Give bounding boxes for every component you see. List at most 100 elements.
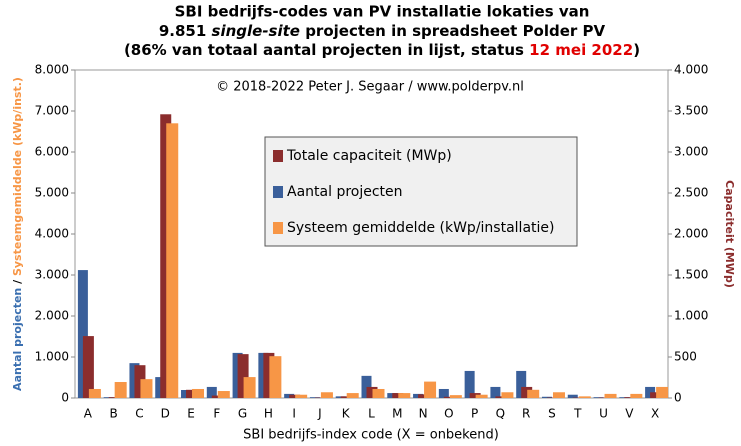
y-axis-label: Aantal projecten / Systeemgemiddelde (kW… <box>11 77 24 391</box>
y2-tick-label: 4.000 <box>674 63 708 77</box>
y-label-part: Systeemgemiddelde (kWp/inst.) <box>11 77 24 276</box>
chart-title: 9.851 single-site projecten in spreadshe… <box>159 22 606 40</box>
y-tick-label: 6.000 <box>35 145 69 159</box>
legend-swatch <box>273 186 283 198</box>
y2-tick-label: 1.000 <box>674 309 708 323</box>
title-part: ) <box>633 41 640 59</box>
x-tick-label: Q <box>496 407 505 421</box>
bar <box>217 391 230 398</box>
x-tick-label: B <box>110 407 118 421</box>
bar <box>438 388 449 398</box>
bar <box>372 388 385 398</box>
y-tick-label: 3.000 <box>35 268 69 282</box>
bar <box>237 354 249 398</box>
bar <box>464 370 475 398</box>
bar <box>243 377 256 398</box>
x-tick-label: C <box>135 407 143 421</box>
bar <box>140 379 153 398</box>
x-tick-label: A <box>84 407 93 421</box>
bar <box>340 396 352 398</box>
x-tick-label: L <box>368 407 375 421</box>
bar <box>650 392 662 398</box>
bar <box>541 396 552 398</box>
x-tick-label: U <box>599 407 608 421</box>
bar <box>567 394 578 398</box>
bar <box>320 392 333 398</box>
bar <box>501 392 514 398</box>
bar <box>211 395 223 398</box>
bars <box>77 114 669 399</box>
x-tick-label: K <box>342 407 351 421</box>
y2-tick-label: 3.500 <box>674 104 708 118</box>
title-part: single-site <box>212 22 300 40</box>
bar <box>160 114 172 398</box>
bar <box>443 396 455 398</box>
chart-title: (86% van totaal aantal projecten in lijs… <box>124 41 640 59</box>
x-tick-label: F <box>213 407 220 421</box>
x-tick-label: J <box>317 407 322 421</box>
legend-label: Totale capaciteit (MWp) <box>286 148 452 164</box>
bar <box>82 336 94 398</box>
bar <box>624 397 636 398</box>
x-tick-label: T <box>573 407 582 421</box>
bar <box>263 352 275 398</box>
bar <box>289 394 301 398</box>
y2-tick-label: 1.500 <box>674 268 708 282</box>
bar <box>475 394 488 398</box>
bar <box>88 388 101 398</box>
x-tick-label: H <box>264 407 273 421</box>
legend-label: Systeem gemiddelde (kWp/installatie) <box>287 220 554 236</box>
bar <box>166 123 179 399</box>
bar <box>269 356 282 398</box>
bar <box>495 396 507 398</box>
bar <box>192 388 205 398</box>
bar <box>469 393 481 398</box>
bar <box>424 381 437 398</box>
bar <box>516 370 527 398</box>
bar <box>134 365 146 398</box>
x-tick-label: N <box>419 407 428 421</box>
x-tick-label: O <box>444 407 453 421</box>
title-part: 9.851 <box>159 22 212 40</box>
bar <box>346 393 359 398</box>
bar <box>552 392 565 398</box>
bar <box>604 393 617 398</box>
x-axis-label: SBI bedrijfs-index code (X = onbekend) <box>243 428 499 443</box>
legend-swatch <box>273 222 283 234</box>
y-tick-label: 7.000 <box>35 104 69 118</box>
legend-label: Aantal projecten <box>287 184 403 200</box>
y-tick-label: 0 <box>61 391 69 405</box>
y2-tick-label: 0 <box>674 391 682 405</box>
x-tick-label: X <box>651 407 659 421</box>
y-label-part: / <box>11 276 24 288</box>
y2-tick-label: 500 <box>674 350 697 364</box>
bar <box>392 393 404 398</box>
legend-box <box>264 136 578 247</box>
title-part: projecten in spreadsheet Polder PV <box>300 22 606 40</box>
bar <box>206 386 217 398</box>
y-tick-label: 4.000 <box>35 227 69 241</box>
bar <box>295 394 308 398</box>
bar <box>449 395 462 398</box>
bar <box>418 394 430 398</box>
bar <box>108 397 120 398</box>
x-tick-label: G <box>238 407 247 421</box>
bar <box>630 393 643 398</box>
x-tick-label: M <box>392 407 402 421</box>
x-tick-label: E <box>187 407 195 421</box>
legend-swatch <box>273 150 283 162</box>
y-tick-label: 1.000 <box>35 350 69 364</box>
title-date: 12 mei 2022 <box>529 41 633 59</box>
bar <box>656 386 669 398</box>
bar <box>527 389 540 398</box>
bar <box>398 393 411 398</box>
y-tick-label: 2.000 <box>35 309 69 323</box>
y-label-part: Aantal projecten <box>11 288 24 391</box>
bar <box>366 386 378 398</box>
x-tick-label: S <box>548 407 556 421</box>
bar <box>578 396 591 398</box>
y2-tick-label: 2.000 <box>674 227 708 241</box>
x-tick-label: P <box>471 407 478 421</box>
y-tick-label: 8.000 <box>35 63 69 77</box>
bar <box>77 270 88 398</box>
